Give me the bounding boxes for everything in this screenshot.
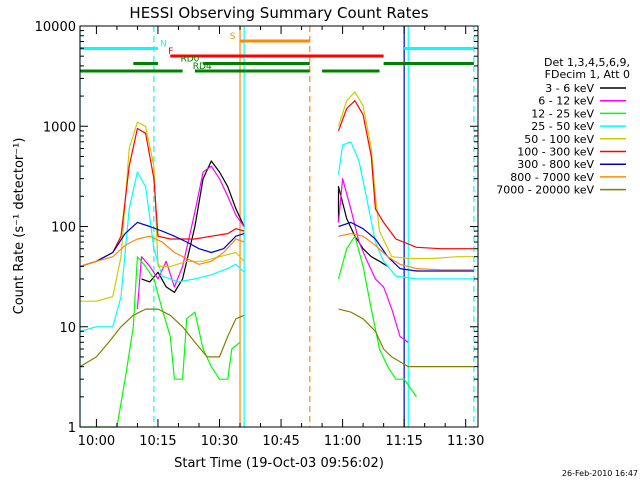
legend-label-3: 25 - 50 keV	[531, 120, 594, 133]
x-tick-label-0: 10:00	[78, 434, 115, 449]
x-tick-label-4: 11:00	[324, 434, 361, 449]
legend-label-7: 800 - 7000 keV	[510, 171, 594, 184]
x-tick-label-5: 11:15	[385, 434, 422, 449]
state-label-s: S	[230, 32, 236, 42]
footer-date: 26-Feb-2010 16:47	[562, 469, 638, 478]
state-label-rd4: RD4	[193, 62, 212, 72]
state-label-f: F	[168, 47, 173, 57]
legend-label-1: 6 - 12 keV	[538, 95, 594, 108]
series-line-2	[80, 235, 417, 428]
y-tick-label-1: 10	[59, 321, 76, 336]
legend-header-0: Det 1,3,4,5,6,9,	[544, 56, 630, 69]
series-line-5	[79, 100, 474, 267]
x-tick-label-6: 11:30	[447, 434, 484, 449]
legend-label-6: 300 - 800 keV	[517, 158, 594, 171]
y-tick-label-0: 1	[68, 421, 76, 436]
legend: Det 1,3,4,5,6,9,FDecim 1, Att 03 - 6 keV…	[496, 56, 630, 197]
series-line-8	[79, 308, 474, 368]
legend-header-1: FDecim 1, Att 0	[545, 68, 630, 81]
series-line-4	[80, 91, 474, 302]
legend-label-0: 3 - 6 keV	[545, 82, 594, 95]
y-tick-label-3: 1000	[43, 120, 76, 135]
x-tick-label-3: 10:45	[262, 434, 299, 449]
legend-label-2: 12 - 25 keV	[531, 107, 594, 120]
x-tick-label-2: 10:30	[201, 434, 238, 449]
y-tick-label-2: 100	[51, 221, 76, 236]
legend-label-4: 50 - 100 keV	[524, 133, 594, 146]
series-line-7	[79, 233, 474, 271]
state-label-n: N	[160, 40, 167, 50]
legend-label-8: 7000 - 20000 keV	[496, 184, 594, 197]
x-tick-label-1: 10:15	[139, 434, 176, 449]
state-label-rd0: RD0	[180, 55, 199, 65]
legend-label-5: 100 - 300 keV	[517, 146, 594, 159]
axes: 10:00 10:15 10:30 10:45 11:00 11:15 11:30 1 10 10…	[35, 20, 485, 449]
y-tick-label-4: 10000	[35, 20, 76, 35]
chart-title: HESSI Observing Summary Count Rates	[129, 4, 428, 22]
y-axis-label: Count Rate (s⁻¹ detector⁻¹)	[12, 138, 27, 315]
series-line-3	[79, 141, 474, 332]
x-axis-label: Start Time (19-Oct-03 09:56:02)	[174, 456, 384, 471]
